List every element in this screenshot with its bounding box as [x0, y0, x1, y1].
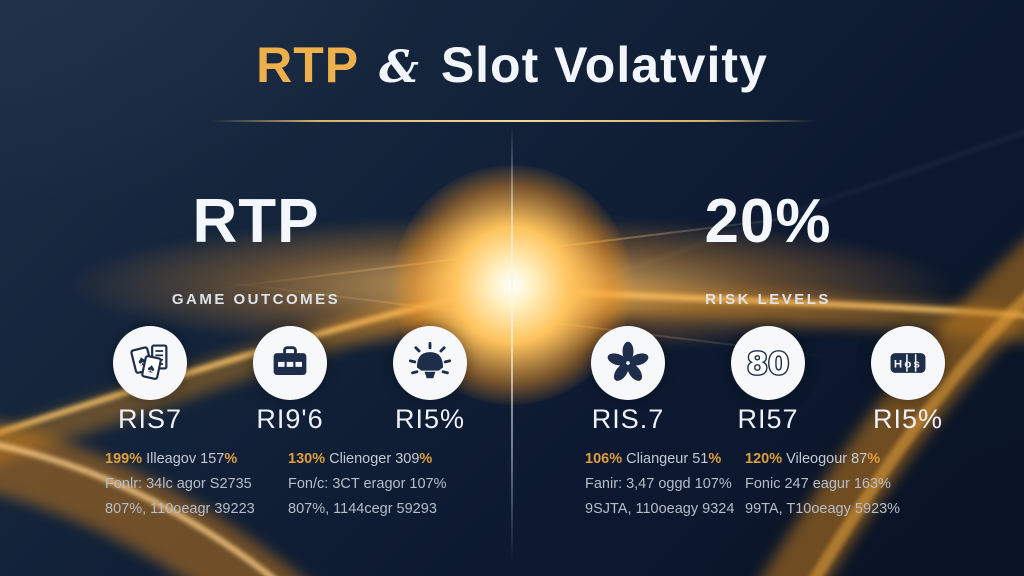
- icon-item-cards: ♠ ♠ RIS7: [104, 326, 196, 435]
- icon-label: RIS.7: [591, 404, 665, 434]
- svg-text:80: 80: [747, 347, 790, 382]
- slot-display-icon: Hos: [871, 326, 945, 400]
- stat-block-1: 199% Illeagov 157% Fonlr: 34lc agor S273…: [105, 447, 305, 522]
- stat-line-2: Fon/c: 3CT eragor 107%: [288, 476, 447, 492]
- icon-label: RI5%: [394, 404, 466, 434]
- stat-line-1: 106% Cliangeur 51%: [585, 451, 722, 467]
- stat-line-3: 807%, 1144cegr 59293: [288, 501, 437, 517]
- icon-item-number-80: 80 RI57: [722, 326, 814, 435]
- lightbulb-icon: [393, 326, 467, 400]
- stat-line-3: 807%, 110oeagr 39223: [105, 501, 255, 517]
- briefcase-icon: [253, 326, 327, 400]
- page-title: RTP & Slot Volatvity: [0, 36, 1024, 94]
- icon-item-pinwheel: RIS.7: [582, 326, 674, 435]
- stat-line-3: 9SJTA, 110oeagy 9324: [585, 501, 735, 517]
- title-divider-line: [210, 120, 814, 122]
- icon-label: RI57: [737, 404, 799, 434]
- stat-block-4: 120% Vileogour 87% Fonic 247 eagur 163% …: [745, 447, 945, 522]
- stat-line-2: Fanir: 3,47 oggd 107%: [585, 476, 732, 492]
- icon-item-lightbulb: RI5%: [384, 326, 476, 435]
- icon-label: RIS7: [117, 404, 183, 434]
- playing-cards-icon: ♠ ♠: [113, 326, 187, 400]
- svg-text:♠: ♠: [136, 352, 148, 369]
- stat-block-3: 106% Cliangeur 51% Fanir: 3,47 oggd 107%…: [585, 447, 785, 522]
- stat-block-2: 130% Clienoger 309% Fon/c: 3CT eragor 10…: [288, 447, 488, 522]
- right-heading: 20%: [704, 187, 832, 256]
- icon-label: RI5%: [872, 404, 944, 434]
- right-subheading: RISK LEVELS: [705, 291, 831, 308]
- left-icon-row: ♠ ♠ RIS7 RI9'6: [0, 326, 546, 435]
- right-column-volatility: 20% RISK LEVELS: [512, 0, 1024, 576]
- stat-line-1: 199% Illeagov 157%: [105, 451, 238, 467]
- icon-item-slot-display: Hos RI5%: [862, 326, 954, 435]
- left-subheading: GAME OUTCOMES: [171, 291, 341, 308]
- icon-label: RI9'6: [256, 404, 324, 434]
- left-heading: RTP: [192, 187, 320, 256]
- title-rest: Slot Volatvity: [440, 37, 768, 93]
- stat-line-3: 99TA, T10oeagy 5923%: [745, 501, 901, 517]
- stat-line-2: Fonic 247 eagur 163%: [745, 476, 891, 492]
- left-column-rtp: RTP GAME OUTCOMES: [171, 187, 341, 308]
- number-80-icon: 80: [731, 326, 805, 400]
- right-icon-row: RIS.7 80 RI57 Hos RI5%: [512, 326, 1024, 435]
- stat-line-1: 120% Vileogour 87%: [745, 451, 881, 467]
- stat-line-2: Fonlr: 34lc agor S2735: [105, 476, 252, 492]
- svg-text:♠: ♠: [146, 360, 156, 376]
- stat-line-1: 130% Clienoger 309%: [288, 451, 433, 467]
- title-accent-rtp: RTP: [256, 37, 359, 93]
- icon-item-briefcase: RI9'6: [244, 326, 336, 435]
- title-ampersand: &: [379, 42, 420, 93]
- svg-text:Hos: Hos: [894, 358, 922, 370]
- pinwheel-icon: [591, 326, 665, 400]
